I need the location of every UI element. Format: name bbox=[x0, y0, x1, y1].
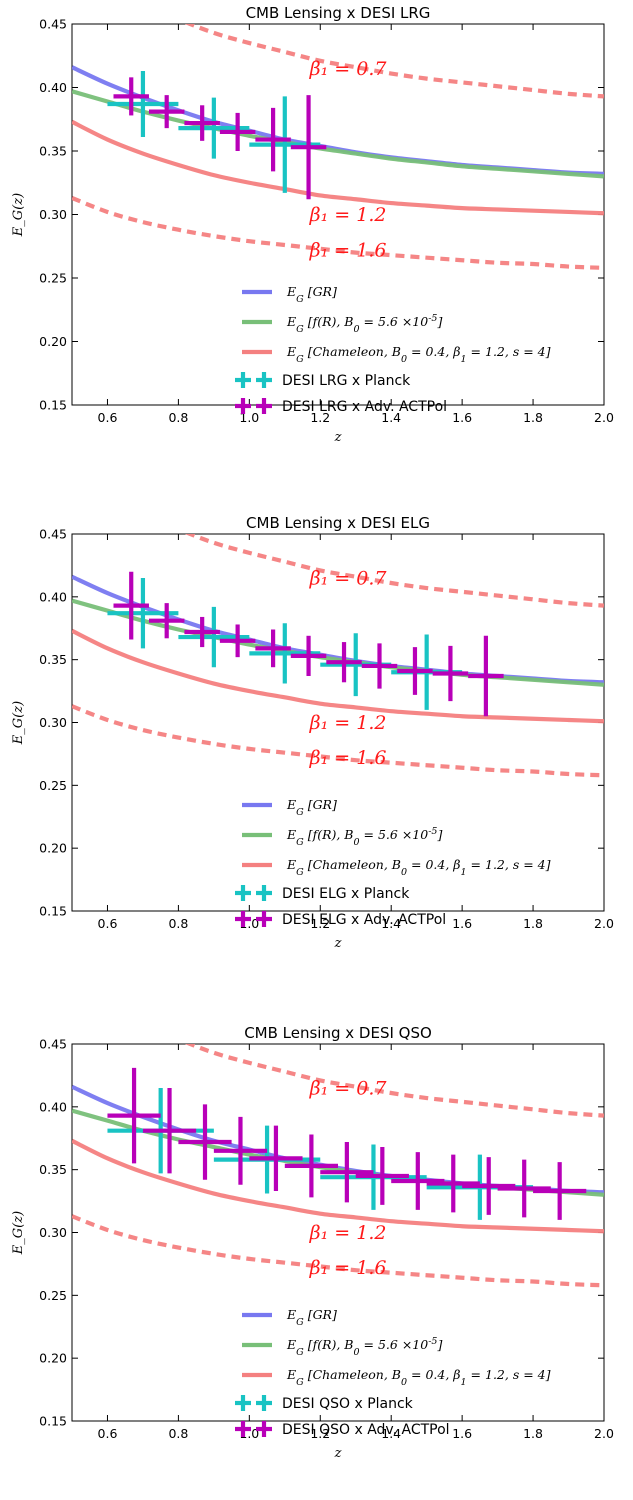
y-tick-label: 0.25 bbox=[39, 271, 67, 286]
beta-annotation: β₁ = 0.7 bbox=[309, 567, 388, 589]
legend: EG [GR] EG [f(R), B0 = 5.6 ×10-5] EG [Cham… bbox=[235, 797, 551, 928]
errorbar-group bbox=[107, 571, 504, 717]
series-curve-2 bbox=[72, 1138, 604, 1234]
x-tick-label: 1.4 bbox=[381, 916, 401, 931]
beta-annotation: β₁ = 0.7 bbox=[309, 1077, 388, 1099]
y-tick-label: 0.40 bbox=[39, 589, 67, 604]
x-tick-label: 1.4 bbox=[381, 1426, 401, 1441]
beta-annotation: β₁ = 1.2 bbox=[309, 1222, 387, 1244]
y-tick-label: 0.45 bbox=[39, 527, 67, 542]
beta-annotation: β₁ = 1.6 bbox=[309, 1257, 387, 1279]
y-tick-label: 0.45 bbox=[39, 17, 67, 32]
legend-label: EG [f(R), B0 = 5.6 ×10-5] bbox=[286, 313, 442, 335]
series-curve-2 bbox=[72, 628, 604, 724]
y-tick-label: 0.35 bbox=[39, 652, 67, 667]
x-tick-label: 2.0 bbox=[594, 916, 614, 931]
beta-annotation: β₁ = 1.6 bbox=[309, 747, 387, 769]
y-tick-label: 0.35 bbox=[39, 1162, 67, 1177]
x-tick-label: 1.6 bbox=[452, 1426, 472, 1441]
x-tick-label: 0.6 bbox=[98, 1426, 118, 1441]
y-tick-label: 0.35 bbox=[39, 144, 67, 159]
errorbar-group bbox=[107, 70, 327, 200]
y-tick-label: 0.30 bbox=[39, 207, 67, 222]
y-tick-label: 0.40 bbox=[39, 1099, 67, 1114]
x-tick-label: 2.0 bbox=[594, 410, 614, 425]
beta-annotation: β₁ = 0.7 bbox=[309, 58, 388, 80]
legend-label: EG [GR] bbox=[286, 1307, 337, 1328]
x-tick-label: 1.6 bbox=[452, 410, 472, 425]
legend-label: DESI LRG x Planck bbox=[282, 373, 411, 389]
x-tick-label: 0.8 bbox=[168, 916, 188, 931]
series-curve-1 bbox=[72, 89, 604, 179]
y-axis-label: E_G(z) bbox=[11, 1211, 26, 1255]
y-axis-label: E_G(z) bbox=[11, 193, 26, 237]
chart-title: CMB Lensing x DESI LRG bbox=[246, 4, 431, 22]
beta-annotation: β₁ = 1.6 bbox=[309, 239, 387, 261]
dashed-curve-4 bbox=[72, 196, 604, 270]
legend-label: EG [GR] bbox=[286, 284, 337, 305]
y-axis-label: E_G(z) bbox=[11, 701, 26, 745]
errorbar-group bbox=[107, 1067, 587, 1220]
x-tick-label: 1.8 bbox=[523, 916, 543, 931]
x-tick-label: 1.8 bbox=[523, 1426, 543, 1441]
y-tick-label: 0.30 bbox=[39, 1225, 67, 1240]
y-tick-label: 0.20 bbox=[39, 1351, 67, 1366]
legend-label: EG [f(R), B0 = 5.6 ×10-5] bbox=[286, 826, 442, 848]
x-tick-label: 2.0 bbox=[594, 1426, 614, 1441]
y-tick-label: 0.15 bbox=[39, 1414, 67, 1429]
dashed-curve-3 bbox=[184, 534, 604, 608]
y-tick-label: 0.15 bbox=[39, 398, 67, 413]
legend-label: DESI ELG x Planck bbox=[282, 886, 410, 902]
beta-annotation: β₁ = 1.2 bbox=[309, 204, 387, 226]
dashed-curve-3 bbox=[184, 1044, 604, 1118]
series-curve-1 bbox=[72, 598, 604, 687]
dashed-curve-4 bbox=[72, 1214, 604, 1288]
x-axis-label: z bbox=[334, 936, 342, 951]
y-tick-label: 0.25 bbox=[39, 1288, 67, 1303]
legend-label: DESI LRG x Adv. ACTPol bbox=[282, 399, 447, 415]
x-tick-label: 0.8 bbox=[168, 410, 188, 425]
legend-label: EG [Chameleon, B0 = 0.4, β1 = 1.2, s = 4… bbox=[286, 1367, 551, 1388]
x-tick-label: 1.6 bbox=[452, 916, 472, 931]
legend-label: EG [GR] bbox=[286, 797, 337, 818]
legend-label: EG [Chameleon, B0 = 0.4, β1 = 1.2, s = 4… bbox=[286, 344, 551, 365]
chart-title: CMB Lensing x DESI ELG bbox=[246, 514, 430, 532]
x-tick-label: 1.2 bbox=[310, 916, 330, 931]
dashed-curve-3 bbox=[184, 24, 604, 99]
y-tick-label: 0.45 bbox=[39, 1037, 67, 1052]
chart-title: CMB Lensing x DESI QSO bbox=[244, 1024, 432, 1042]
y-tick-label: 0.20 bbox=[39, 841, 67, 856]
x-tick-label: 0.6 bbox=[98, 410, 118, 425]
legend-label: EG [f(R), B0 = 5.6 ×10-5] bbox=[286, 1336, 442, 1358]
y-tick-label: 0.15 bbox=[39, 904, 67, 919]
x-axis-label: z bbox=[334, 1446, 342, 1461]
x-tick-label: 0.8 bbox=[168, 1426, 188, 1441]
y-tick-label: 0.25 bbox=[39, 778, 67, 793]
x-tick-label: 0.6 bbox=[98, 916, 118, 931]
y-tick-label: 0.40 bbox=[39, 80, 67, 95]
x-tick-label: 1.4 bbox=[381, 410, 401, 425]
y-tick-label: 0.20 bbox=[39, 334, 67, 349]
x-tick-label: 1.8 bbox=[523, 410, 543, 425]
x-tick-label: 1.2 bbox=[310, 410, 330, 425]
x-tick-label: 1.2 bbox=[310, 1426, 330, 1441]
dashed-curve-4 bbox=[72, 704, 604, 778]
legend: EG [GR] EG [f(R), B0 = 5.6 ×10-5] EG [Cham… bbox=[235, 1307, 551, 1438]
legend-label: DESI QSO x Adv. ACTPol bbox=[282, 1422, 450, 1438]
legend-label: EG [Chameleon, B0 = 0.4, β1 = 1.2, s = 4… bbox=[286, 857, 551, 878]
legend-label: DESI QSO x Planck bbox=[282, 1396, 414, 1412]
y-tick-label: 0.30 bbox=[39, 715, 67, 730]
x-axis-label: z bbox=[334, 430, 342, 445]
legend-label: DESI ELG x Adv. ACTPol bbox=[282, 912, 446, 928]
legend: EG [GR] EG [f(R), B0 = 5.6 ×10-5] EG [Cham… bbox=[235, 284, 551, 415]
beta-annotation: β₁ = 1.2 bbox=[309, 712, 387, 734]
series-curve-2 bbox=[72, 119, 604, 216]
